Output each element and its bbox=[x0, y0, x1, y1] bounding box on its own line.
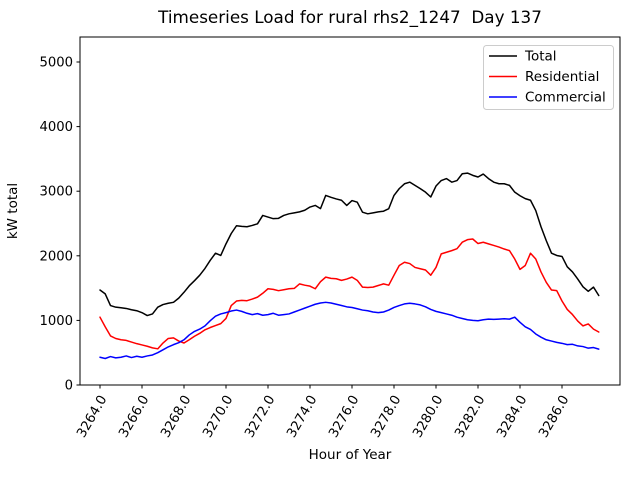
x-tick-label: 3286.0 bbox=[536, 393, 572, 440]
x-tick-label: 3270.0 bbox=[200, 393, 236, 440]
x-tick-label: 3266.0 bbox=[116, 393, 152, 440]
legend: Total Residential Commercial bbox=[483, 45, 614, 110]
chart-title: Timeseries Load for rural rhs2_1247 Day … bbox=[157, 7, 542, 28]
x-tick-label: 3276.0 bbox=[326, 393, 362, 440]
legend-label-residential: Residential bbox=[525, 69, 599, 85]
y-tick-label: 0 bbox=[65, 379, 73, 394]
x-tick-label: 3284.0 bbox=[494, 393, 530, 440]
y-axis-label: kW total bbox=[5, 183, 21, 239]
x-tick-label: 3280.0 bbox=[410, 393, 446, 440]
legend-label-total: Total bbox=[524, 49, 557, 65]
x-tick-label: 3278.0 bbox=[368, 393, 404, 440]
x-axis-label: Hour of Year bbox=[309, 447, 392, 463]
legend-label-commercial: Commercial bbox=[525, 90, 606, 106]
y-tick-label: 5000 bbox=[39, 56, 73, 71]
x-axis: 3264.0 3266.0 3268.0 3270.0 3272.0 3274.0 3276… bbox=[74, 385, 572, 440]
series-line-commercial bbox=[99, 301, 600, 360]
x-tick-label: 3264.0 bbox=[74, 393, 110, 440]
x-tick-label: 3274.0 bbox=[284, 393, 320, 440]
legend-entry-residential: Residential bbox=[489, 69, 599, 85]
x-tick-label: 3268.0 bbox=[158, 393, 194, 440]
legend-entry-commercial: Commercial bbox=[489, 90, 606, 106]
y-tick-label: 4000 bbox=[39, 120, 73, 135]
legend-box bbox=[483, 45, 614, 110]
y-tick-label: 3000 bbox=[39, 185, 73, 200]
y-tick-label: 2000 bbox=[39, 249, 73, 264]
series-line-residential bbox=[99, 238, 600, 350]
y-tick-label: 1000 bbox=[39, 314, 73, 329]
series-lines bbox=[99, 172, 600, 360]
x-tick-label: 3272.0 bbox=[242, 393, 278, 440]
series-line-total bbox=[99, 172, 600, 317]
y-axis: 0 1000 2000 3000 4000 5000 bbox=[39, 56, 80, 394]
x-tick-label: 3282.0 bbox=[452, 393, 488, 440]
legend-entry-total: Total bbox=[489, 49, 557, 65]
